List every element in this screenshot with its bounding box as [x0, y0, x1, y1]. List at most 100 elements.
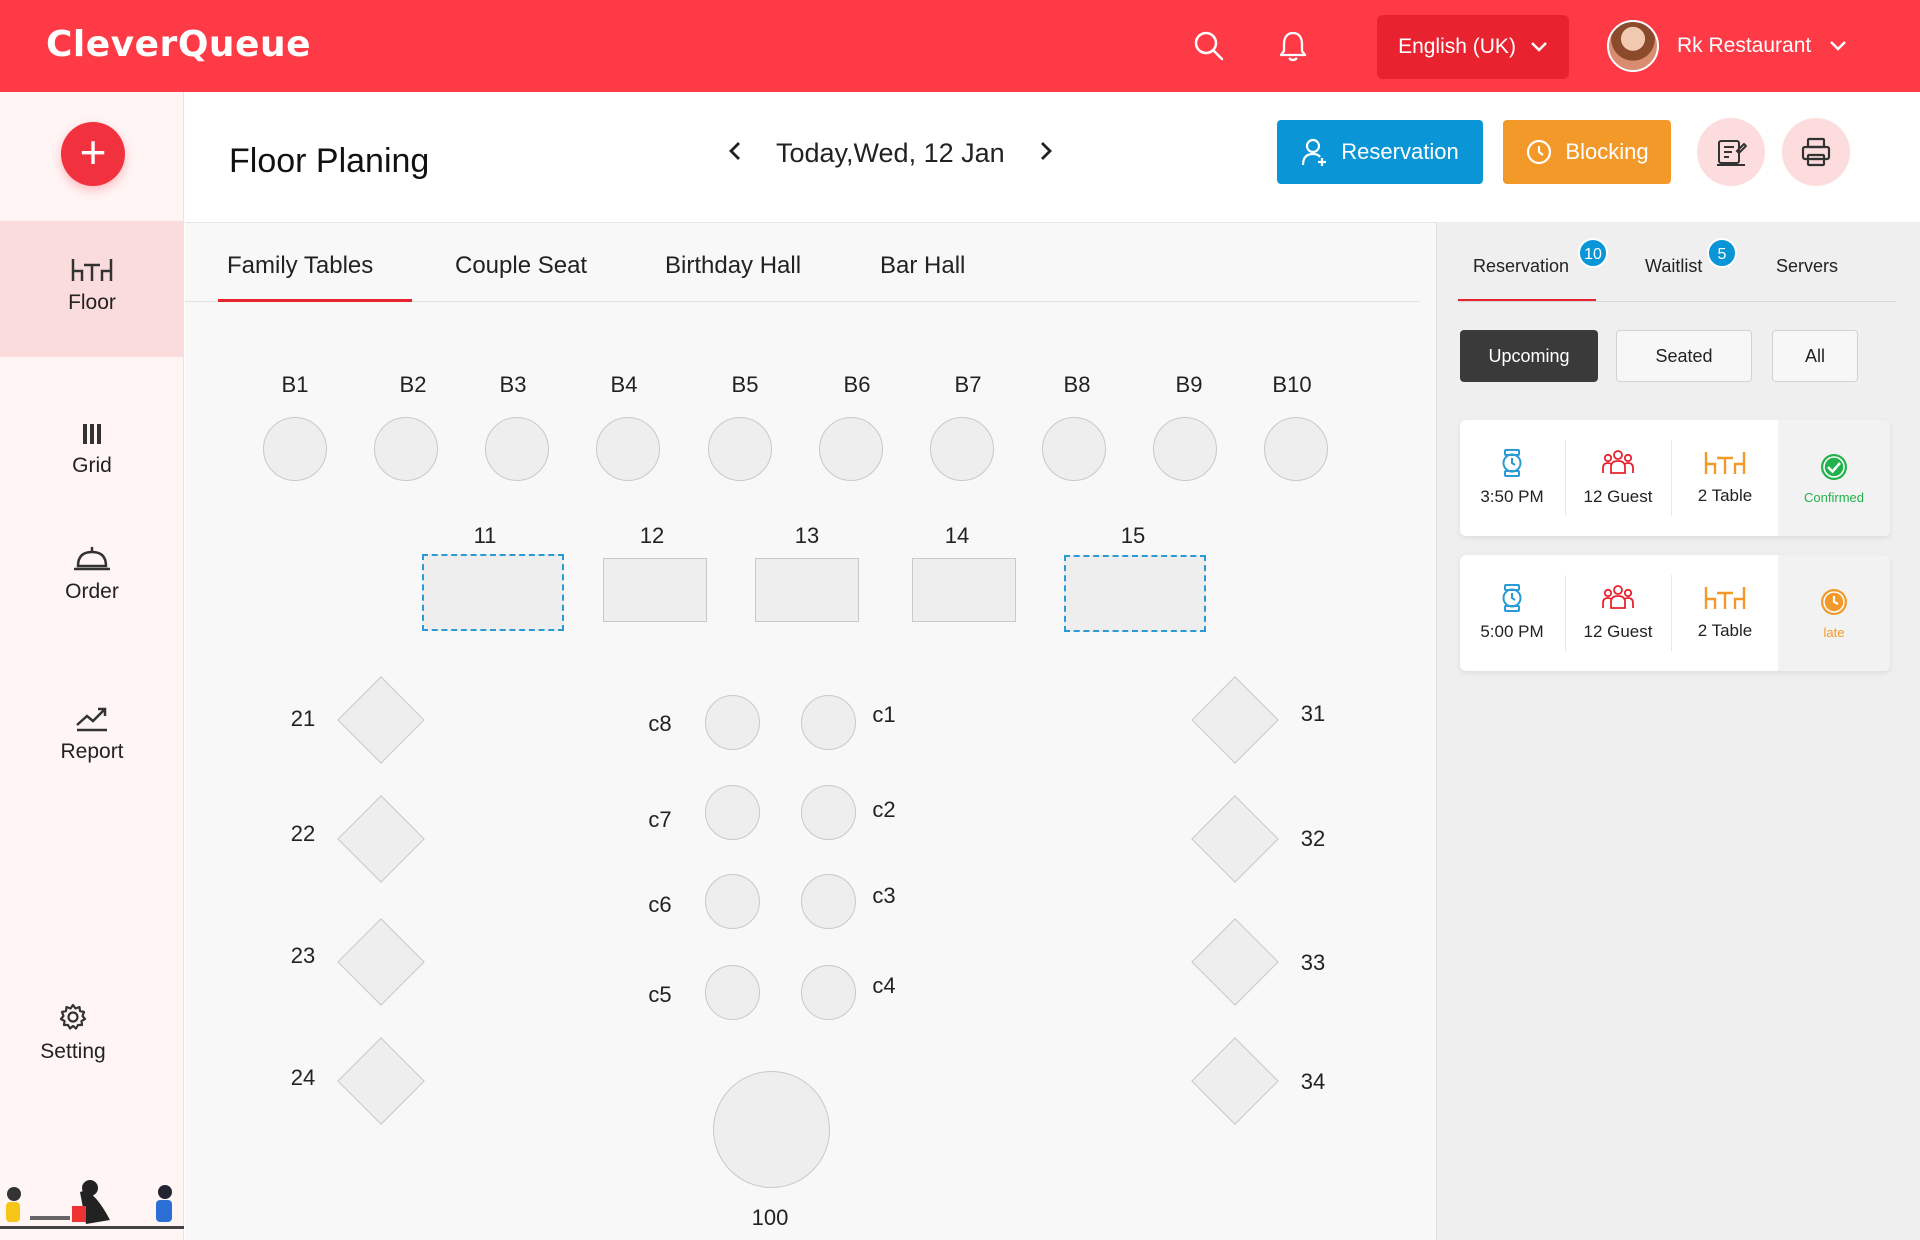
printer-icon: [1801, 137, 1831, 167]
table-b2[interactable]: [374, 417, 438, 481]
filter-upcoming[interactable]: Upcoming: [1460, 330, 1598, 382]
divider: [1671, 575, 1672, 651]
table-label: c7: [648, 807, 672, 832]
table-label: c3: [872, 883, 896, 908]
tab-bar-hall[interactable]: Bar Hall: [880, 252, 966, 279]
prev-date-button[interactable]: [728, 136, 742, 170]
table-icon: [1704, 587, 1746, 609]
chevron-right-icon: [1040, 142, 1052, 160]
status-badge: Confirmed: [1778, 420, 1890, 536]
filter-all[interactable]: All: [1772, 330, 1858, 382]
print-button[interactable]: [1782, 118, 1850, 186]
sidebar-item-floor[interactable]: Floor: [0, 221, 184, 357]
table-b4[interactable]: [596, 417, 660, 481]
tab-family-tables[interactable]: Family Tables: [227, 252, 374, 279]
table-b10[interactable]: [1264, 417, 1328, 481]
app-logo[interactable]: CleverQueue: [46, 24, 312, 65]
table-icon: [71, 259, 113, 281]
status-label: late: [1823, 624, 1845, 640]
reservation-button[interactable]: Reservation: [1277, 120, 1483, 184]
gear-icon: [59, 1003, 87, 1030]
active-tab-indicator: [218, 299, 412, 302]
next-date-button[interactable]: [1039, 136, 1053, 170]
table-b8[interactable]: [1042, 417, 1106, 481]
table-c2[interactable]: [801, 785, 856, 840]
table-label: B1: [281, 372, 309, 397]
check-circle-icon: [1821, 453, 1847, 480]
reservation-button-label: Reservation: [1341, 139, 1459, 164]
blocking-button-label: Blocking: [1565, 139, 1649, 164]
sidebar-item-order[interactable]: Order: [0, 544, 184, 604]
table-15[interactable]: [1064, 555, 1206, 632]
table-label: B8: [1063, 372, 1091, 397]
status-badge: late: [1778, 555, 1890, 671]
chevron-down-icon: [1531, 42, 1547, 52]
reservation-card[interactable]: 5:00 PM 12 Guest 2 Table late: [1460, 555, 1890, 671]
tab-waitlist[interactable]: Waitlist: [1645, 256, 1703, 276]
table-c8[interactable]: [705, 695, 760, 750]
table-c5[interactable]: [705, 965, 760, 1020]
tab-birthday-hall[interactable]: Birthday Hall: [665, 252, 802, 279]
table-label: c8: [648, 711, 672, 736]
table-label: 22: [290, 821, 316, 846]
notes-button[interactable]: [1697, 118, 1765, 186]
table-b9[interactable]: [1153, 417, 1217, 481]
table-13[interactable]: [755, 558, 859, 622]
divider: [1565, 575, 1566, 651]
table-label: c2: [872, 797, 896, 822]
group-icon: [1602, 585, 1634, 609]
guest-count: 12 Guest: [1583, 487, 1653, 506]
chevron-down-icon: [1830, 41, 1847, 51]
divider: [1565, 440, 1566, 516]
tab-reservation[interactable]: Reservation: [1473, 256, 1570, 276]
reservation-card[interactable]: 3:50 PM 12 Guest 2 Table Confirmed: [1460, 420, 1890, 536]
sidebar-item-report[interactable]: Report: [0, 704, 184, 764]
reservation-time: 5:00 PM: [1480, 622, 1544, 641]
table-b5[interactable]: [708, 417, 772, 481]
blocking-button[interactable]: Blocking: [1503, 120, 1671, 184]
table-label: 32: [1300, 826, 1326, 851]
table-c4[interactable]: [801, 965, 856, 1020]
table-c1[interactable]: [801, 695, 856, 750]
user-menu[interactable]: Rk Restaurant: [1607, 18, 1847, 74]
grid-icon: [83, 424, 101, 444]
table-11[interactable]: [422, 554, 564, 631]
table-label: 14: [944, 523, 970, 548]
table-label: c5: [648, 982, 672, 1007]
table-b3[interactable]: [485, 417, 549, 481]
sidebar-item-label: Order: [65, 580, 119, 603]
language-select[interactable]: English (UK): [1377, 15, 1569, 79]
cloche-icon: [74, 547, 110, 571]
illustration-image: [0, 1180, 184, 1229]
table-c7[interactable]: [705, 785, 760, 840]
sidebar-item-label: Floor: [68, 291, 116, 314]
table-100[interactable]: [713, 1071, 830, 1188]
sidebar-item-grid[interactable]: Grid: [0, 422, 184, 478]
bell-icon[interactable]: [1275, 28, 1311, 64]
date-navigator: Today,Wed, 12 Jan: [728, 136, 1053, 170]
table-label: 34: [1300, 1069, 1326, 1094]
table-c3[interactable]: [801, 874, 856, 929]
table-14[interactable]: [912, 558, 1016, 622]
guests-cell: 12 Guest: [1566, 555, 1670, 671]
table-c6[interactable]: [705, 874, 760, 929]
table-label: 12: [639, 523, 665, 548]
filter-seated[interactable]: Seated: [1616, 330, 1752, 382]
search-icon[interactable]: [1191, 28, 1227, 64]
table-label: c4: [872, 973, 896, 998]
table-b1[interactable]: [263, 417, 327, 481]
tab-couple-seat[interactable]: Couple Seat: [455, 252, 588, 279]
add-button[interactable]: +: [61, 122, 125, 186]
table-label: 11: [473, 523, 497, 548]
reservation-count-badge: 10: [1578, 238, 1608, 268]
clipboard-edit-icon: [1717, 140, 1747, 166]
table-b6[interactable]: [819, 417, 883, 481]
table-b7[interactable]: [930, 417, 994, 481]
current-date: Today,Wed, 12 Jan: [776, 137, 1005, 168]
table-label: B2: [399, 372, 427, 397]
table-12[interactable]: [603, 558, 707, 622]
sidebar-item-setting[interactable]: Setting: [0, 1002, 165, 1064]
tab-servers[interactable]: Servers: [1776, 256, 1839, 276]
time-cell: 5:00 PM: [1460, 555, 1564, 671]
table-icon: [1704, 452, 1746, 474]
